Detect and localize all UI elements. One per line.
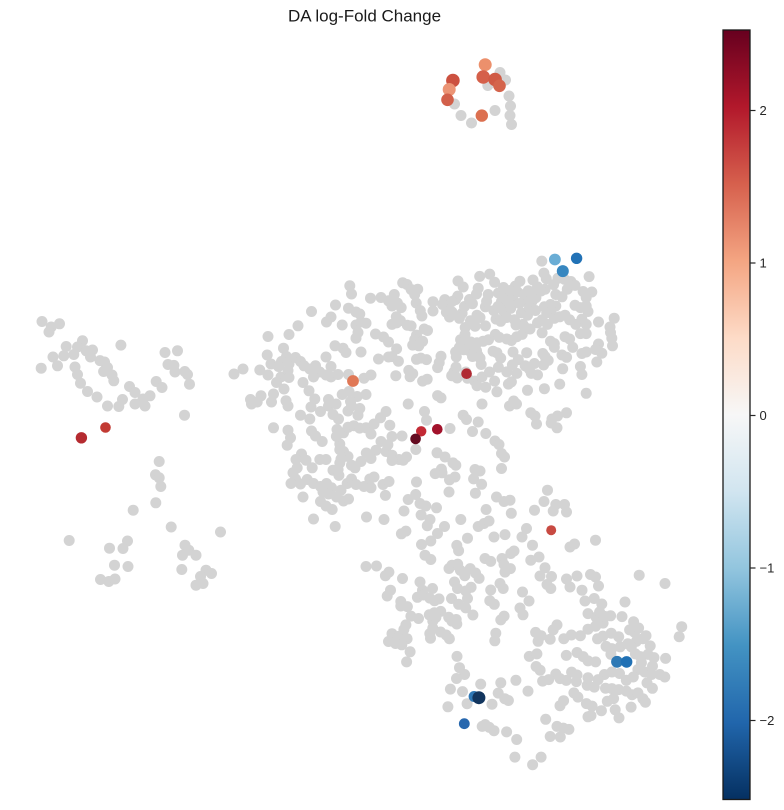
svg-text:DA log-Fold Change: DA log-Fold Change [288, 7, 441, 26]
svg-text:−2: −2 [760, 713, 775, 728]
svg-text:1: 1 [760, 255, 767, 270]
svg-text:2: 2 [760, 103, 767, 118]
svg-text:0: 0 [760, 408, 767, 423]
svg-text:−1: −1 [760, 560, 775, 575]
